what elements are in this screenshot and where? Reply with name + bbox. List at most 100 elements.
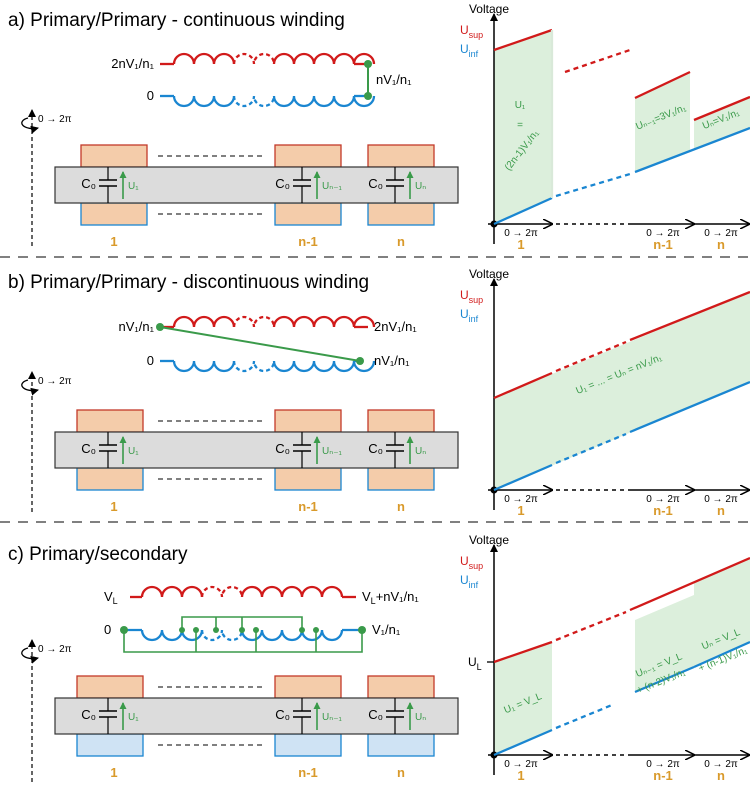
uinf-label: Uinf xyxy=(460,573,479,590)
fill-region-0 xyxy=(494,292,750,490)
x-tick-label: 0 → 2π xyxy=(646,228,680,239)
panel-c-rotation-icon: 0 → 2π xyxy=(21,639,72,782)
voltage-label: Uₙ xyxy=(415,446,426,457)
usup-label: Usup xyxy=(460,288,483,305)
capacitor-b-3: C₀ Uₙ xyxy=(368,432,426,468)
y-axis-label: Voltage xyxy=(469,533,509,547)
panel-a-bottom-coil xyxy=(160,94,376,108)
capacitor-b-1: C₀ U₁ xyxy=(81,432,139,468)
x-tick-label: 0 → 2π xyxy=(704,759,738,770)
x-core-label: n-1 xyxy=(653,768,673,783)
panel-a-rotation-label: 0 → 2π xyxy=(38,114,72,125)
usup-line xyxy=(493,28,553,52)
y-axis-label: Voltage xyxy=(469,2,509,16)
panel-a-title: a) Primary/Primary - continuous winding xyxy=(8,10,345,31)
capacitor-c-3: C₀ Uₙ xyxy=(368,698,426,734)
panel-b-bottom-right-label: nV₁/n₁ xyxy=(374,353,410,368)
panel-b-top-left-label: nV₁/n₁ xyxy=(118,319,154,334)
capacitor-label: C₀ xyxy=(275,441,290,456)
panel-c-top-coil xyxy=(130,585,356,599)
capacitor-b-2: C₀ Uₙ₋₁ xyxy=(275,432,342,468)
panel-c: c) Primary/secondary xyxy=(8,544,459,782)
uinf-dashed xyxy=(555,172,631,198)
usup-dashed xyxy=(555,610,627,642)
x-tick-label: 0 → 2π xyxy=(704,494,738,505)
uinf-dashed xyxy=(555,432,627,465)
panel-a-right-label: nV₁/n₁ xyxy=(376,72,412,87)
capacitor-label: C₀ xyxy=(368,441,383,456)
voltage-label: U₁ xyxy=(128,712,139,723)
uinf-line xyxy=(493,463,553,492)
usup-dashed xyxy=(555,340,627,373)
capacitor-c-1: C₀ U₁ xyxy=(81,698,139,734)
panel-c-top-right-label: VL+nV₁/n₁ xyxy=(362,589,419,606)
y-axis-label: Voltage xyxy=(469,267,509,281)
panel-b-rotation-icon: 0 → 2π xyxy=(21,371,72,512)
uinf-dashed xyxy=(555,703,613,730)
core-label-1: 1 xyxy=(110,234,117,249)
usup-line xyxy=(693,95,750,122)
x-tick-label: 0 → 2π xyxy=(504,759,538,770)
panel-a: a) Primary/Primary - continuous winding … xyxy=(8,10,459,246)
fill-region-1 xyxy=(635,72,690,172)
panel-b-bottom-left-label: 0 xyxy=(147,353,154,368)
x-tick-label: 0 → 2π xyxy=(646,494,680,505)
core-label-n: n xyxy=(397,765,405,780)
panel-c-bottom-coil xyxy=(124,628,362,642)
fill-region-0 xyxy=(494,642,552,755)
x-tick-label: 0 → 2π xyxy=(646,759,680,770)
fill-region-0 xyxy=(494,30,552,224)
x-tick-label: 0 → 2π xyxy=(704,228,738,239)
core-label-n: n xyxy=(397,499,405,514)
capacitor-a-2: C₀ Uₙ₋₁ xyxy=(275,167,342,203)
panel-c-bottom-left-label: 0 xyxy=(104,622,111,637)
panel-c-title: c) Primary/secondary xyxy=(8,544,188,565)
capacitor-label: C₀ xyxy=(81,441,96,456)
uinf-line xyxy=(493,728,553,757)
core-label-n-1: n-1 xyxy=(298,499,318,514)
uinf-line xyxy=(634,665,695,694)
x-core-label: n xyxy=(717,237,725,252)
x-core-label: 1 xyxy=(517,503,524,518)
voltage-label: Uₙ₋₁ xyxy=(322,446,342,457)
fill-region-2 xyxy=(694,558,750,667)
x-core-label: 1 xyxy=(517,237,524,252)
generated-layer: C₀ U₁ C₀ Uₙ₋₁ C₀ Uₙ 1 n-1 n C₀ U₁ C₀ Uₙ₋₁ C₀ Uₙ 1 n-1 n C₀… xyxy=(81,2,750,783)
panel-a-rotation-icon: 0 → 2π xyxy=(21,109,72,246)
fill-region-2 xyxy=(694,97,750,150)
usup-line xyxy=(629,556,750,612)
panel-b: b) Primary/Primary - discontinuous windi… xyxy=(8,272,459,512)
uinf-line xyxy=(693,640,750,669)
panel-b-rotation-label: 0 → 2π xyxy=(38,376,72,387)
capacitor-label: C₀ xyxy=(368,707,383,722)
voltage-label: Uₙ₋₁ xyxy=(322,181,342,192)
voltage-label: Uₙ xyxy=(415,712,426,723)
capacitor-a-1: C₀ U₁ xyxy=(81,167,139,203)
x-tick-label: 0 → 2π xyxy=(504,228,538,239)
capacitor-label: C₀ xyxy=(275,707,290,722)
core-label-n-1: n-1 xyxy=(298,234,318,249)
annot-eq: = xyxy=(517,120,523,131)
x-core-label: n-1 xyxy=(653,237,673,252)
fill-region-1 xyxy=(635,595,694,692)
panel-c-rotation-label: 0 → 2π xyxy=(38,644,72,655)
voltage-label: U₁ xyxy=(128,446,139,457)
panel-a-top-coil xyxy=(160,52,376,66)
capacitor-label: C₀ xyxy=(81,176,96,191)
panel-b-bottom-coil xyxy=(160,359,376,373)
usup-line xyxy=(634,70,691,100)
core-label-1: 1 xyxy=(110,765,117,780)
usup-line xyxy=(493,640,553,664)
uinf-label: Uinf xyxy=(460,42,479,59)
uinf-label: Uinf xyxy=(460,307,479,324)
voltage-label: Uₙ₋₁ xyxy=(322,712,342,723)
uinf-line xyxy=(629,380,750,434)
panel-b-top-right-label: 2nV₁/n₁ xyxy=(374,319,417,334)
voltage-label: U₁ xyxy=(128,181,139,192)
panel-a-top-left-label: 2nV₁/n₁ xyxy=(111,56,154,71)
ul-label: UL xyxy=(468,655,482,672)
x-core-label: n xyxy=(717,503,725,518)
